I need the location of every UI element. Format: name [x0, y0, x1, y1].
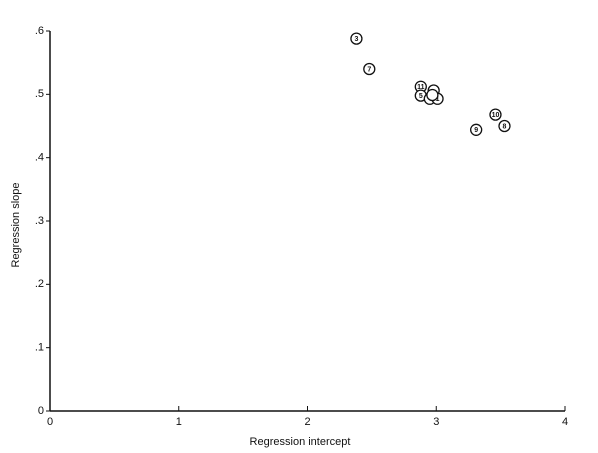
point — [470, 123, 483, 136]
x-tick-label: 2 — [304, 416, 310, 428]
y-tick-label: .5 — [35, 88, 44, 100]
x-tick-label: 1 — [176, 416, 182, 428]
y-tick-label: .2 — [35, 278, 44, 290]
point-label: 11 — [417, 84, 425, 91]
point-label: 7 — [367, 66, 371, 73]
point-label: 8 — [503, 123, 507, 130]
point — [350, 32, 363, 45]
point-label: 5 — [419, 93, 423, 100]
x-tick-label: 0 — [47, 416, 53, 428]
x-tick-label: 4 — [562, 416, 568, 428]
y-tick-label: .4 — [35, 152, 44, 164]
x-tick-label: 3 — [433, 416, 439, 428]
y-tick-label: .6 — [35, 25, 44, 37]
point — [489, 108, 502, 121]
y-axis-label: Regression slope — [10, 183, 22, 268]
point-label: 3 — [354, 36, 358, 43]
y-tick-label: .1 — [35, 342, 44, 354]
point-label: 10 — [492, 112, 500, 119]
point — [363, 62, 376, 76]
point-label: 1 — [436, 96, 440, 103]
y-tick-label: .3 — [35, 215, 44, 227]
point — [426, 88, 439, 102]
point — [498, 119, 511, 133]
point-label: 9 — [474, 127, 478, 134]
y-tick-label: 0 — [38, 405, 44, 417]
x-axis-label: Regression intercept — [250, 436, 351, 448]
